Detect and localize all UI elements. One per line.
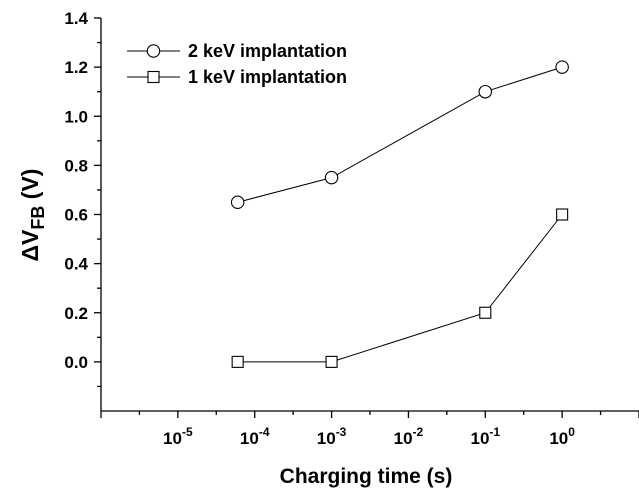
legend-item: 1 keV implantation bbox=[127, 67, 347, 87]
x-tick-label: 10-1 bbox=[470, 425, 500, 448]
y-tick-label: 0.4 bbox=[64, 255, 88, 274]
y-tick-label: 0.2 bbox=[64, 304, 88, 323]
series-1 bbox=[230, 60, 569, 209]
x-tick-label: 100 bbox=[549, 425, 575, 448]
legend-item: 2 keV implantation bbox=[127, 41, 347, 61]
x-axis-label: Charging time (s) bbox=[280, 465, 453, 488]
series-line bbox=[237, 66, 563, 203]
data-point bbox=[479, 306, 492, 319]
x-tick-label: 10-5 bbox=[163, 425, 193, 448]
data-point bbox=[324, 170, 339, 185]
series-2 bbox=[231, 208, 569, 368]
x-tick-label: 10-4 bbox=[240, 425, 270, 448]
y-tick-label: 1.4 bbox=[64, 9, 88, 28]
legend-marker bbox=[147, 70, 160, 84]
y-tick-label: 0.0 bbox=[64, 353, 88, 372]
data-point bbox=[231, 355, 244, 368]
x-tick-label: 10-2 bbox=[394, 425, 424, 448]
data-point bbox=[230, 195, 245, 209]
series-line bbox=[237, 214, 563, 363]
data-point bbox=[478, 84, 493, 99]
y-axis-label: ΔVFB (V) bbox=[17, 169, 48, 262]
x-tick-label: 10-3 bbox=[317, 425, 347, 448]
data-point bbox=[325, 355, 338, 368]
y-tick-label: 0.8 bbox=[64, 156, 88, 175]
legend: 2 keV implantation 1 keV implantation bbox=[127, 41, 347, 87]
data-point bbox=[555, 60, 569, 74]
y-tick-label: 1.2 bbox=[64, 58, 88, 77]
y-tick-label: 1.0 bbox=[64, 107, 88, 126]
legend-label: 1 keV implantation bbox=[188, 67, 347, 87]
legend-label: 2 keV implantation bbox=[188, 41, 347, 61]
series-layer bbox=[230, 60, 569, 368]
y-tick-label: 0.6 bbox=[64, 206, 88, 225]
legend-marker bbox=[146, 44, 161, 58]
data-point bbox=[556, 208, 569, 221]
